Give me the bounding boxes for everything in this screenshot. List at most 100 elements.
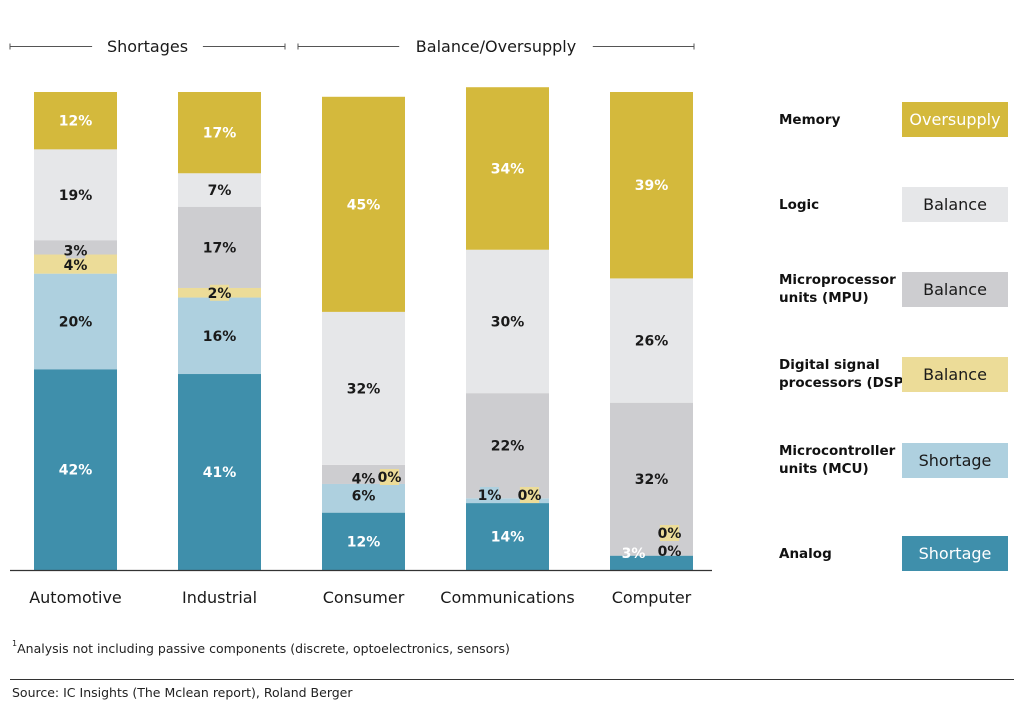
- bar-segment-memory: [466, 87, 549, 250]
- data-label-microprocessor-units: 3%: [64, 243, 88, 259]
- legend-label: Microprocessor units (MPU): [779, 272, 896, 306]
- legend-swatch: [902, 536, 1008, 571]
- bar-segment-memory: [34, 92, 117, 150]
- x-tick-label-consumer: Consumer: [323, 588, 405, 607]
- bar-segment-memory: [610, 92, 693, 279]
- x-tick-label-computer: Computer: [612, 588, 692, 607]
- legend-item-logic: Logic Balance: [779, 187, 1008, 222]
- bar-segment-microprocessor-units: [466, 393, 549, 499]
- group-header-balance-oversupply: Balance/Oversupply: [297, 37, 695, 56]
- legend-swatch: [902, 102, 1008, 137]
- x-tick-label-industrial: Industrial: [182, 588, 257, 607]
- bar-computer: 3% 0% 0% 32% 26% 39%: [610, 92, 693, 570]
- data-label-microprocessor-units: 32%: [635, 472, 669, 488]
- x-tick-label-automotive: Automotive: [29, 588, 122, 607]
- data-label-microcontroller-units: 16%: [203, 329, 237, 345]
- bar-segment-logic: [34, 149, 117, 241]
- legend-status-label: Shortage: [919, 544, 992, 563]
- data-label-digital-signal-processors: 4%: [64, 258, 88, 274]
- bar-segment-logic: [610, 278, 693, 403]
- data-label-digital-signal-processors: 0%: [658, 526, 682, 542]
- legend-label: Microcontroller units (MCU): [779, 443, 896, 477]
- data-label-microcontroller-units: 0%: [658, 544, 682, 560]
- legend-label-line: Memory: [779, 112, 841, 128]
- bar-segment-analog: [178, 374, 261, 570]
- group-header-shortages: Shortages: [9, 37, 286, 56]
- legend-label: Analog: [779, 546, 832, 562]
- legend-label: Logic: [779, 197, 819, 213]
- data-label-logic: 26%: [635, 334, 669, 350]
- legend-item-analog: Analog Shortage: [779, 536, 1008, 571]
- group-label: Balance/Oversupply: [416, 37, 576, 56]
- label-badge: [209, 284, 230, 301]
- bar-segment-microcontroller-units: [178, 297, 261, 375]
- legend-label: Digital signal processors (DSP): [779, 357, 910, 391]
- legend-status-label: Balance: [923, 280, 987, 299]
- label-badge: [379, 469, 400, 485]
- legend-item-digital-signal-processors: Digital signal processors (DSP) Balance: [779, 357, 1008, 392]
- bar-industrial: 41% 16% 2% 17% 7% 17%: [178, 92, 261, 570]
- legend-swatch: [902, 187, 1008, 222]
- data-label-analog: 12%: [347, 534, 381, 550]
- data-label-analog: 14%: [491, 530, 525, 546]
- bar-segment-microcontroller-units: [322, 483, 405, 513]
- legend-label-line: processors (DSP): [779, 375, 910, 391]
- data-label-digital-signal-processors: 0%: [518, 488, 542, 504]
- x-tick-label-communications: Communications: [440, 588, 574, 607]
- data-label-memory: 12%: [59, 114, 93, 130]
- bar-segment-memory: [322, 96, 405, 312]
- bar-automotive: 42% 20% 4%3% 19% 12%: [34, 92, 117, 570]
- bar-segment-analog: [322, 512, 405, 570]
- data-label-logic: 32%: [347, 381, 381, 397]
- label-badge: [479, 487, 500, 503]
- label-badge: [519, 487, 540, 503]
- source-text: Source: IC Insights (The Mclean report),…: [12, 685, 353, 700]
- stacked-bar-chart: Shortages Balance/Oversupply42%20%4%3%19%…: [9, 37, 1008, 607]
- bar-segment-memory: [178, 92, 261, 174]
- data-label-memory: 34%: [491, 161, 525, 177]
- data-label-microcontroller-units: 1%: [478, 488, 502, 504]
- bar-segment-digital-signal-processors: [34, 254, 117, 274]
- legend-label-line: Digital signal: [779, 357, 880, 373]
- footnote: 1Analysis not including passive componen…: [12, 639, 510, 656]
- label-badge: [659, 525, 680, 541]
- legend-status-label: Oversupply: [909, 110, 1000, 129]
- bar-segment-microprocessor-units: [178, 206, 261, 288]
- bar-segment-analog: [34, 369, 117, 570]
- legend-swatch: [902, 357, 1008, 392]
- data-label-logic: 30%: [491, 314, 525, 330]
- bar-segment-logic: [466, 249, 549, 394]
- data-label-microprocessor-units: 4%: [352, 471, 376, 487]
- legend-label-line: Analog: [779, 546, 832, 562]
- source-divider: [10, 679, 1014, 680]
- legend-label: Memory: [779, 112, 841, 128]
- data-label-analog: 3%: [622, 546, 646, 562]
- data-label-memory: 39%: [635, 178, 669, 194]
- legend-swatch: [902, 272, 1008, 307]
- legend-status-label: Shortage: [919, 451, 992, 470]
- bar-segment-logic: [322, 311, 405, 465]
- data-label-microcontroller-units: 20%: [59, 314, 93, 330]
- bar-segment-logic: [178, 173, 261, 207]
- data-label-analog: 42%: [59, 463, 93, 479]
- data-label-microprocessor-units: 22%: [491, 439, 525, 455]
- data-label-analog: 41%: [203, 465, 237, 481]
- data-label-memory: 45%: [347, 197, 381, 213]
- bar-segment-microcontroller-units: [466, 498, 549, 504]
- group-label: Shortages: [107, 37, 188, 56]
- bar-segment-analog: [466, 503, 549, 570]
- legend-label-line: Logic: [779, 197, 819, 213]
- data-label-digital-signal-processors: 0%: [378, 470, 402, 486]
- legend-status-label: Balance: [923, 195, 987, 214]
- bar-communications: 14% 1% 0% 22% 30% 34%: [466, 87, 549, 570]
- bar-segment-analog: [610, 555, 693, 570]
- bar-segment-microcontroller-units: [34, 273, 117, 370]
- legend-item-microprocessor-units: Microprocessor units (MPU) Balance: [779, 272, 1008, 307]
- footnote-marker: 1: [12, 639, 18, 648]
- data-label-microprocessor-units: 17%: [203, 240, 237, 256]
- legend-item-microcontroller-units: Microcontroller units (MCU) Shortage: [779, 443, 1008, 478]
- data-label-digital-signal-processors: 2%: [208, 286, 232, 302]
- label-badge: [65, 242, 86, 259]
- data-label-microcontroller-units: 6%: [352, 488, 376, 504]
- legend-status-label: Balance: [923, 365, 987, 384]
